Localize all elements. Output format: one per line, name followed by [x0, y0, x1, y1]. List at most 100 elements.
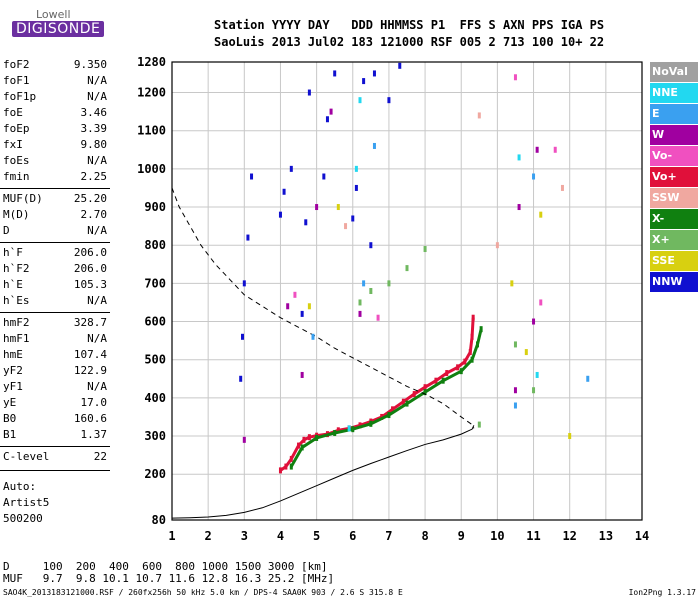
data-point: [456, 364, 460, 371]
x-tick-label: 13: [599, 529, 613, 543]
y-tick-label: 300: [144, 429, 166, 443]
data-point: [239, 375, 243, 382]
data-point: [289, 455, 293, 462]
data-point: [336, 427, 340, 434]
data-point: [369, 288, 373, 294]
param-row-d: D N/A: [3, 224, 107, 240]
data-point: [304, 219, 308, 226]
series-trace-x: [290, 328, 483, 468]
logo-lowell: Lowell: [36, 8, 71, 21]
data-point: [300, 310, 304, 317]
param-row-fof1: foF1 N/A: [3, 74, 107, 90]
param-value: N/A: [87, 332, 107, 345]
data-point: [246, 234, 250, 241]
param-row-yf1: yF1 N/A: [3, 380, 107, 396]
param-row-b1: B1 1.37: [3, 428, 107, 444]
data-point: [524, 349, 528, 356]
data-point: [445, 370, 449, 377]
data-point: [286, 303, 290, 310]
param-key: foF2: [3, 58, 30, 71]
data-point: [354, 165, 358, 172]
data-point: [560, 184, 564, 191]
param-separator: [0, 470, 110, 471]
data-point: [333, 70, 337, 77]
param-row-fof1p: foF1p N/A: [3, 90, 107, 106]
x-tick-label: 3: [241, 529, 248, 543]
data-point: [362, 78, 366, 85]
param-value: 105.3: [73, 278, 107, 291]
data-point: [369, 242, 373, 249]
param-key: fmin: [3, 170, 30, 183]
data-point: [495, 242, 499, 249]
param-key: hmE: [3, 348, 23, 361]
param-key: D: [3, 224, 10, 237]
x-tick-label: 4: [277, 529, 284, 543]
data-point: [539, 299, 543, 306]
data-point: [459, 368, 463, 375]
logo-digisonde: DIGISONDE: [12, 21, 105, 37]
data-point: [434, 377, 438, 384]
legend-item-xminus: X-: [650, 209, 698, 229]
x-tick-label: 14: [635, 529, 649, 543]
param-row-hes: h`Es N/A: [3, 294, 107, 310]
data-point: [532, 318, 536, 325]
param-row-fmin: fmin 2.25: [3, 170, 107, 186]
data-point: [351, 426, 355, 433]
y-tick-label: 500: [144, 353, 166, 367]
data-point: [470, 356, 474, 363]
param-key: foEs: [3, 154, 30, 167]
software-version: Ion2Png 1.3.17: [628, 588, 696, 597]
param-value: 160.6: [73, 412, 107, 425]
y-tick-label: 80: [152, 513, 166, 527]
data-point: [369, 420, 373, 427]
data-point: [278, 211, 282, 218]
data-point: [405, 265, 409, 272]
y-tick-label: 1200: [137, 86, 166, 100]
data-point: [539, 211, 543, 218]
data-point: [329, 108, 333, 115]
param-value: 2.25: [80, 170, 108, 183]
legend-item-xplus: X+: [650, 230, 698, 250]
param-value: N/A: [87, 224, 107, 237]
param-key: foF1: [3, 74, 30, 87]
param-value: 3.46: [80, 106, 108, 119]
param-row-foe: foE 3.46: [3, 106, 107, 122]
param-row-he: h`E 105.3: [3, 278, 107, 294]
data-point: [510, 280, 514, 287]
legend-item-w: W: [650, 125, 698, 145]
data-point: [517, 204, 521, 211]
data-point: [477, 112, 481, 119]
param-key: MUF(D): [3, 192, 43, 205]
param-value: 122.9: [73, 364, 107, 377]
param-key: hmF2: [3, 316, 30, 329]
y-tick-label: 200: [144, 467, 166, 481]
data-point: [302, 436, 306, 443]
param-value: 9.80: [80, 138, 108, 151]
param-row-b0: B0 160.6: [3, 412, 107, 428]
param-key: foF1p: [3, 90, 37, 103]
data-point: [391, 406, 395, 413]
param-key: B0: [3, 412, 17, 425]
x-tick-label: 12: [562, 529, 576, 543]
data-point: [513, 387, 517, 394]
data-point: [479, 326, 483, 333]
param-row-ye: yE 17.0: [3, 396, 107, 412]
param-row-fof2: foF2 9.350: [3, 58, 107, 74]
series-trace-vo: [279, 317, 475, 472]
data-point: [347, 425, 351, 432]
data-point: [517, 154, 521, 161]
data-point: [344, 223, 348, 230]
data-point: [307, 89, 311, 96]
x-tick-label: 11: [526, 529, 540, 543]
param-key: h`F2: [3, 262, 30, 275]
data-point: [311, 333, 315, 340]
header-line-1: Station YYYY DAY DDD HHMMSS P1 FFS S AXN…: [214, 18, 605, 32]
data-point: [242, 436, 246, 443]
data-point: [358, 97, 362, 104]
legend-item-nne: NNE: [650, 83, 698, 103]
param-row-yf2: yF2 122.9: [3, 364, 107, 380]
param-value: 22: [93, 450, 107, 463]
data-point: [307, 434, 311, 441]
data-point: [284, 463, 288, 470]
param-key: B1: [3, 428, 17, 441]
